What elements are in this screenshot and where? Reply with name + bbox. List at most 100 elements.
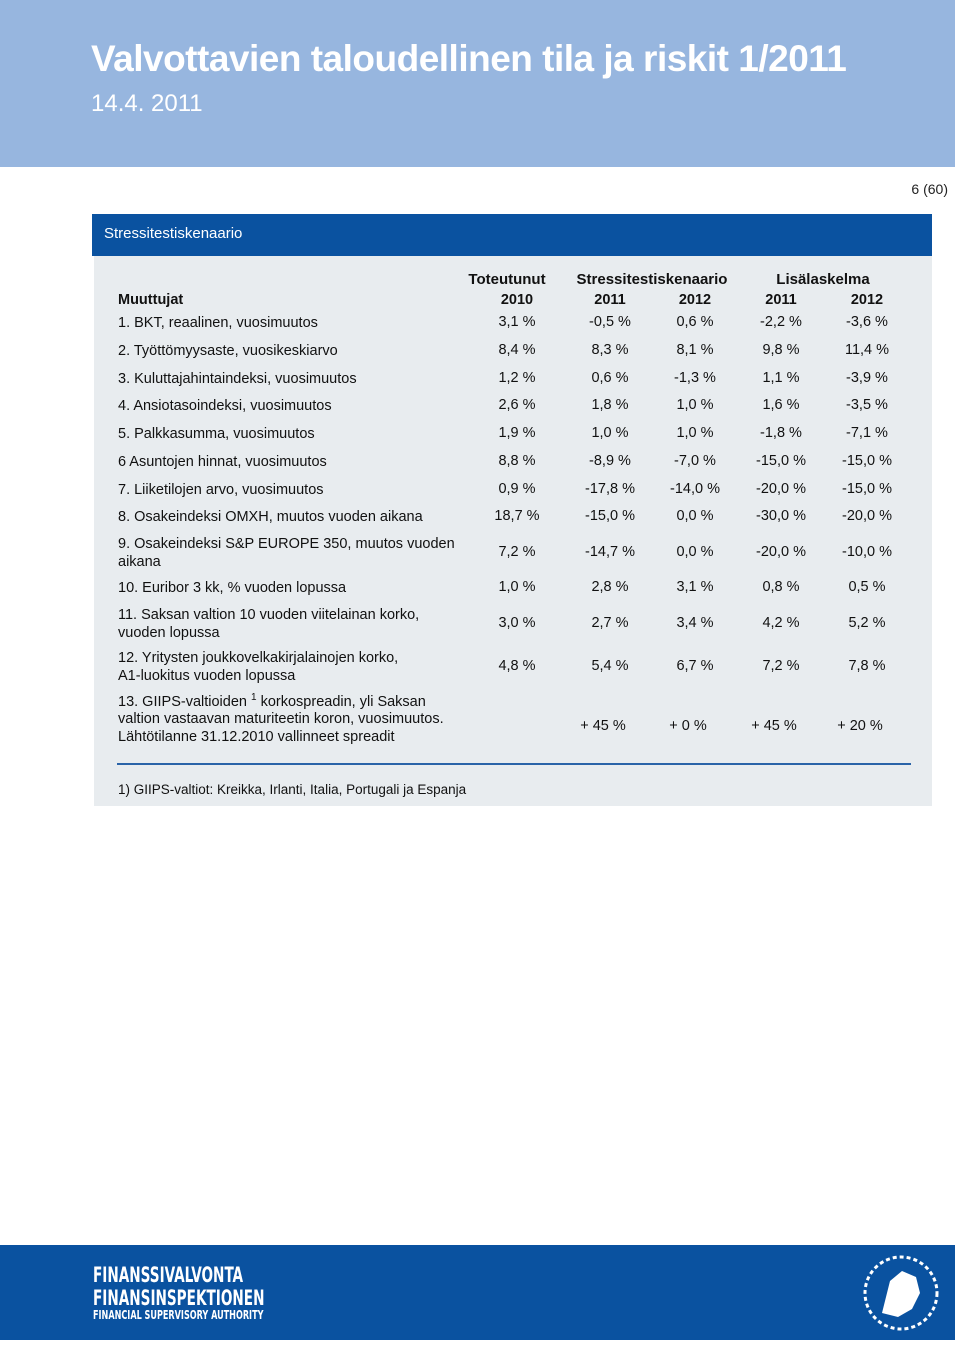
- cell-value: 1,0 %: [498, 579, 536, 595]
- cell-value: 5,4 %: [591, 658, 629, 674]
- row-label: aikana: [118, 554, 161, 570]
- row-label: 13. GIIPS-valtioiden: [118, 694, 247, 711]
- cell-value: -15,0 %: [585, 508, 635, 524]
- cell-value: + 20 %: [837, 718, 883, 734]
- cell-value: -3,6 %: [846, 314, 888, 330]
- cell-value: 3,4 %: [676, 615, 714, 631]
- column-group: Toteutunut: [468, 271, 546, 288]
- cell-value: 8,3 %: [591, 342, 629, 358]
- column-group: Stressitestiskenaario: [576, 271, 728, 288]
- row-label: 6 Asuntojen hinnat, vuosimuutos: [118, 453, 327, 470]
- cell-value: + 45 %: [580, 718, 626, 734]
- cell-value: -3,9 %: [846, 370, 888, 386]
- cell-value: 0,6 %: [676, 314, 714, 330]
- cell-value: 18,7 %: [494, 508, 540, 524]
- year: 2011: [765, 292, 797, 308]
- cell-value: 8,8 %: [498, 453, 536, 469]
- cell-value: 1,1 %: [762, 370, 800, 386]
- emblem: [863, 1255, 939, 1331]
- cell-value: 1,0 %: [591, 425, 629, 441]
- row-label: 1. BKT, reaalinen, vuosimuutos: [118, 314, 318, 331]
- row-label: 2. Työttömyysaste, vuosikeskiarvo: [118, 342, 338, 359]
- cell-value: 7,2 %: [762, 658, 800, 674]
- cell-value: 3,0 %: [498, 615, 536, 631]
- cell-value: -2,2 %: [760, 314, 802, 330]
- year: 2012: [850, 292, 884, 308]
- logo-text: FINANSSIVALVONTA: [93, 1263, 244, 1287]
- date: 14.4. 2011: [91, 90, 203, 117]
- cell-value: -7,0 %: [674, 453, 716, 469]
- cell-value: -30,0 %: [756, 508, 806, 524]
- cell-value: -14,7 %: [585, 544, 635, 560]
- cell-value: 6,7 %: [676, 658, 714, 674]
- cell-value: -17,8 %: [585, 481, 635, 497]
- row-label: Lähtötilanne 31.12.2010 vallinneet sprea…: [118, 729, 395, 746]
- cell-value: 3,1 %: [676, 579, 714, 595]
- note-ref: 1: [251, 692, 257, 704]
- cell-value: 0,8 %: [762, 579, 800, 595]
- cell-value: -1,3 %: [674, 370, 716, 386]
- cell-value: -15,0 %: [842, 453, 892, 469]
- cell-value: -15,0 %: [842, 481, 892, 497]
- cell-value: -8,9 %: [589, 453, 631, 469]
- cell-value: 0,0 %: [676, 508, 714, 524]
- cell-value: -20,0 %: [842, 508, 892, 524]
- cell-value: 7,8 %: [848, 658, 886, 674]
- cell-value: -7,1 %: [846, 425, 888, 441]
- cell-value: -14,0 %: [670, 481, 720, 497]
- cell-value: 1,2 %: [498, 370, 536, 386]
- column-group: Lisälaskelma: [776, 271, 870, 288]
- row-label: 4. Ansiotasoindeksi, vuosimuutos: [118, 397, 332, 414]
- year: 2010: [500, 292, 534, 308]
- row-label: 3. Kuluttajahintaindeksi, vuosimuutos: [118, 370, 357, 387]
- header-band: [0, 0, 955, 167]
- cell-value: 0,0 %: [676, 544, 714, 560]
- cell-value: 5,2 %: [848, 615, 886, 631]
- row-label: 10. Euribor 3 kk, % vuoden lopussa: [118, 579, 347, 596]
- cell-value: 1,9 %: [498, 425, 536, 441]
- row-label-line: 13. GIIPS-valtioiden 1 korkospreadin, yl…: [118, 692, 426, 710]
- cell-value: 0,9 %: [498, 481, 536, 497]
- cell-value: 3,1 %: [498, 314, 536, 330]
- cell-value: 7,2 %: [498, 544, 536, 560]
- cell-value: 1,0 %: [676, 425, 714, 441]
- cell-value: -10,0 %: [842, 544, 892, 560]
- year: 2012: [678, 292, 712, 308]
- footnote: 1) GIIPS-valtiot: Kreikka, Irlanti, Ital…: [118, 782, 467, 797]
- row-label: 7. Liiketilojen arvo, vuosimuutos: [118, 481, 324, 498]
- cell-value: 11,4 %: [844, 342, 890, 358]
- page-number: 6 (60): [911, 181, 948, 197]
- cell-value: -20,0 %: [756, 481, 806, 497]
- cell-value: 1,0 %: [676, 397, 714, 413]
- cell-value: -0,5 %: [589, 314, 631, 330]
- year: 2011: [594, 292, 626, 308]
- cell-value: 2,7 %: [591, 615, 629, 631]
- table-title-bar: [92, 214, 932, 256]
- cell-value: 8,1 %: [676, 342, 714, 358]
- title: Valvottavien taloudellinen tila ja riski…: [91, 38, 847, 79]
- cell-value: + 45 %: [751, 718, 797, 734]
- row-label: 5. Palkkasumma, vuosimuutos: [118, 425, 315, 442]
- row-label: valtion vastaavan maturiteetin koron, vu…: [118, 710, 444, 727]
- row-label: korkospreadin, yli Saksan: [260, 694, 426, 711]
- footer-band: [0, 1245, 955, 1340]
- cell-value: 4,2 %: [762, 615, 800, 631]
- cell-value: -1,8 %: [760, 425, 802, 441]
- cell-value: 2,8 %: [591, 579, 629, 595]
- cell-value: 8,4 %: [498, 342, 536, 358]
- row-label: 8. Osakeindeksi OMXH, muutos vuoden aika…: [118, 508, 423, 525]
- row-label: A1-luokitus vuoden lopussa: [118, 668, 296, 684]
- table-panel: [94, 256, 932, 806]
- cell-value: 0,6 %: [591, 370, 629, 386]
- row-label: vuoden lopussa: [118, 625, 220, 641]
- cell-value: + 0 %: [669, 718, 707, 734]
- table-rule: [117, 763, 911, 765]
- cell-value: -20,0 %: [756, 544, 806, 560]
- cell-value: -3,5 %: [846, 397, 888, 413]
- cell-value: 4,8 %: [498, 658, 536, 674]
- cell-value: -15,0 %: [756, 453, 806, 469]
- cell-value: 0,5 %: [848, 579, 886, 595]
- row-header: Muuttujat: [118, 292, 184, 308]
- row-label: 12. Yritysten joukkovelkakirjalainojen k…: [118, 649, 399, 666]
